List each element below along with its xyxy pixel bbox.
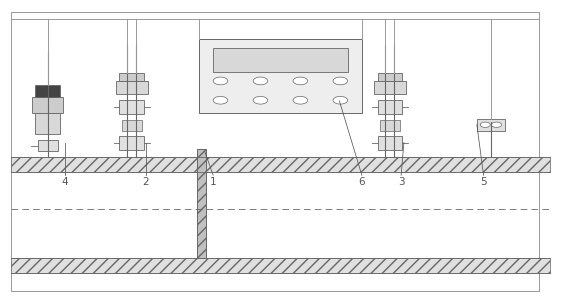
Circle shape bbox=[293, 97, 307, 104]
Bar bbox=[38, 140, 58, 151]
Circle shape bbox=[333, 97, 348, 104]
Bar bbox=[199, 39, 362, 113]
Bar bbox=[378, 73, 402, 81]
Bar bbox=[374, 81, 406, 94]
Circle shape bbox=[480, 122, 490, 127]
Bar bbox=[119, 73, 144, 81]
Bar bbox=[11, 157, 550, 172]
Text: 2: 2 bbox=[142, 177, 149, 187]
Circle shape bbox=[253, 97, 268, 104]
Circle shape bbox=[213, 77, 228, 85]
Bar bbox=[116, 81, 148, 94]
Bar bbox=[32, 97, 63, 113]
Bar bbox=[35, 113, 60, 134]
Text: 1: 1 bbox=[210, 177, 217, 187]
Circle shape bbox=[213, 97, 228, 104]
Text: 5: 5 bbox=[480, 177, 487, 187]
Circle shape bbox=[333, 77, 348, 85]
Bar bbox=[378, 100, 402, 114]
Circle shape bbox=[491, 122, 502, 127]
Circle shape bbox=[253, 77, 268, 85]
Circle shape bbox=[293, 77, 307, 85]
Bar bbox=[380, 120, 400, 131]
Bar bbox=[122, 120, 142, 131]
Bar bbox=[197, 148, 206, 258]
Bar bbox=[477, 119, 505, 131]
Bar bbox=[119, 100, 144, 114]
Text: 6: 6 bbox=[358, 177, 365, 187]
Text: 4: 4 bbox=[61, 177, 68, 187]
Bar bbox=[119, 136, 144, 150]
Bar bbox=[11, 258, 550, 273]
Bar bbox=[213, 48, 348, 72]
Text: 3: 3 bbox=[398, 177, 404, 187]
Bar bbox=[35, 85, 60, 97]
Bar bbox=[378, 136, 402, 150]
